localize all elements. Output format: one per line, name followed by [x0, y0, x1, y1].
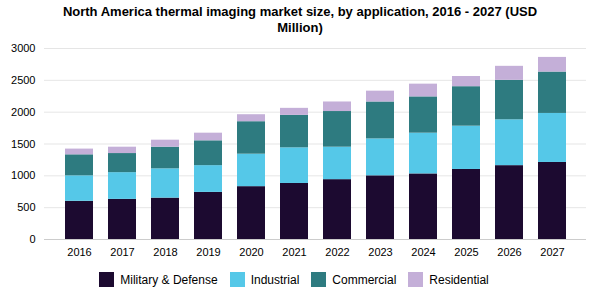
svg-text:2020: 2020	[239, 246, 263, 258]
svg-text:2021: 2021	[282, 246, 306, 258]
svg-text:2019: 2019	[196, 246, 220, 258]
svg-text:500: 500	[17, 201, 35, 213]
svg-text:2000: 2000	[11, 106, 35, 118]
html-text:Residential: Residential	[429, 272, 489, 287]
svg-text:1000: 1000	[11, 169, 35, 181]
html-text:Commercial: Commercial	[332, 272, 397, 287]
svg-text:2025: 2025	[454, 246, 478, 258]
svg-text:0: 0	[29, 233, 35, 245]
svg-text:2022: 2022	[325, 246, 349, 258]
html-text:Military & Defense: Military & Defense	[120, 272, 218, 287]
html-text:North America thermal imaging: North America thermal imaging market siz…	[62, 4, 538, 35]
svg-text:2027: 2027	[540, 246, 564, 258]
svg-text:2024: 2024	[411, 246, 435, 258]
svg-text:3000: 3000	[11, 42, 35, 54]
html-text:Industrial: Industrial	[250, 272, 300, 287]
svg-text:2016: 2016	[67, 246, 91, 258]
svg-text:2026: 2026	[497, 246, 521, 258]
svg-text:1500: 1500	[11, 138, 35, 150]
svg-text:2017: 2017	[110, 246, 134, 258]
svg-text:2023: 2023	[368, 246, 392, 258]
svg-text:2018: 2018	[153, 246, 177, 258]
svg-text:2500: 2500	[11, 74, 35, 86]
